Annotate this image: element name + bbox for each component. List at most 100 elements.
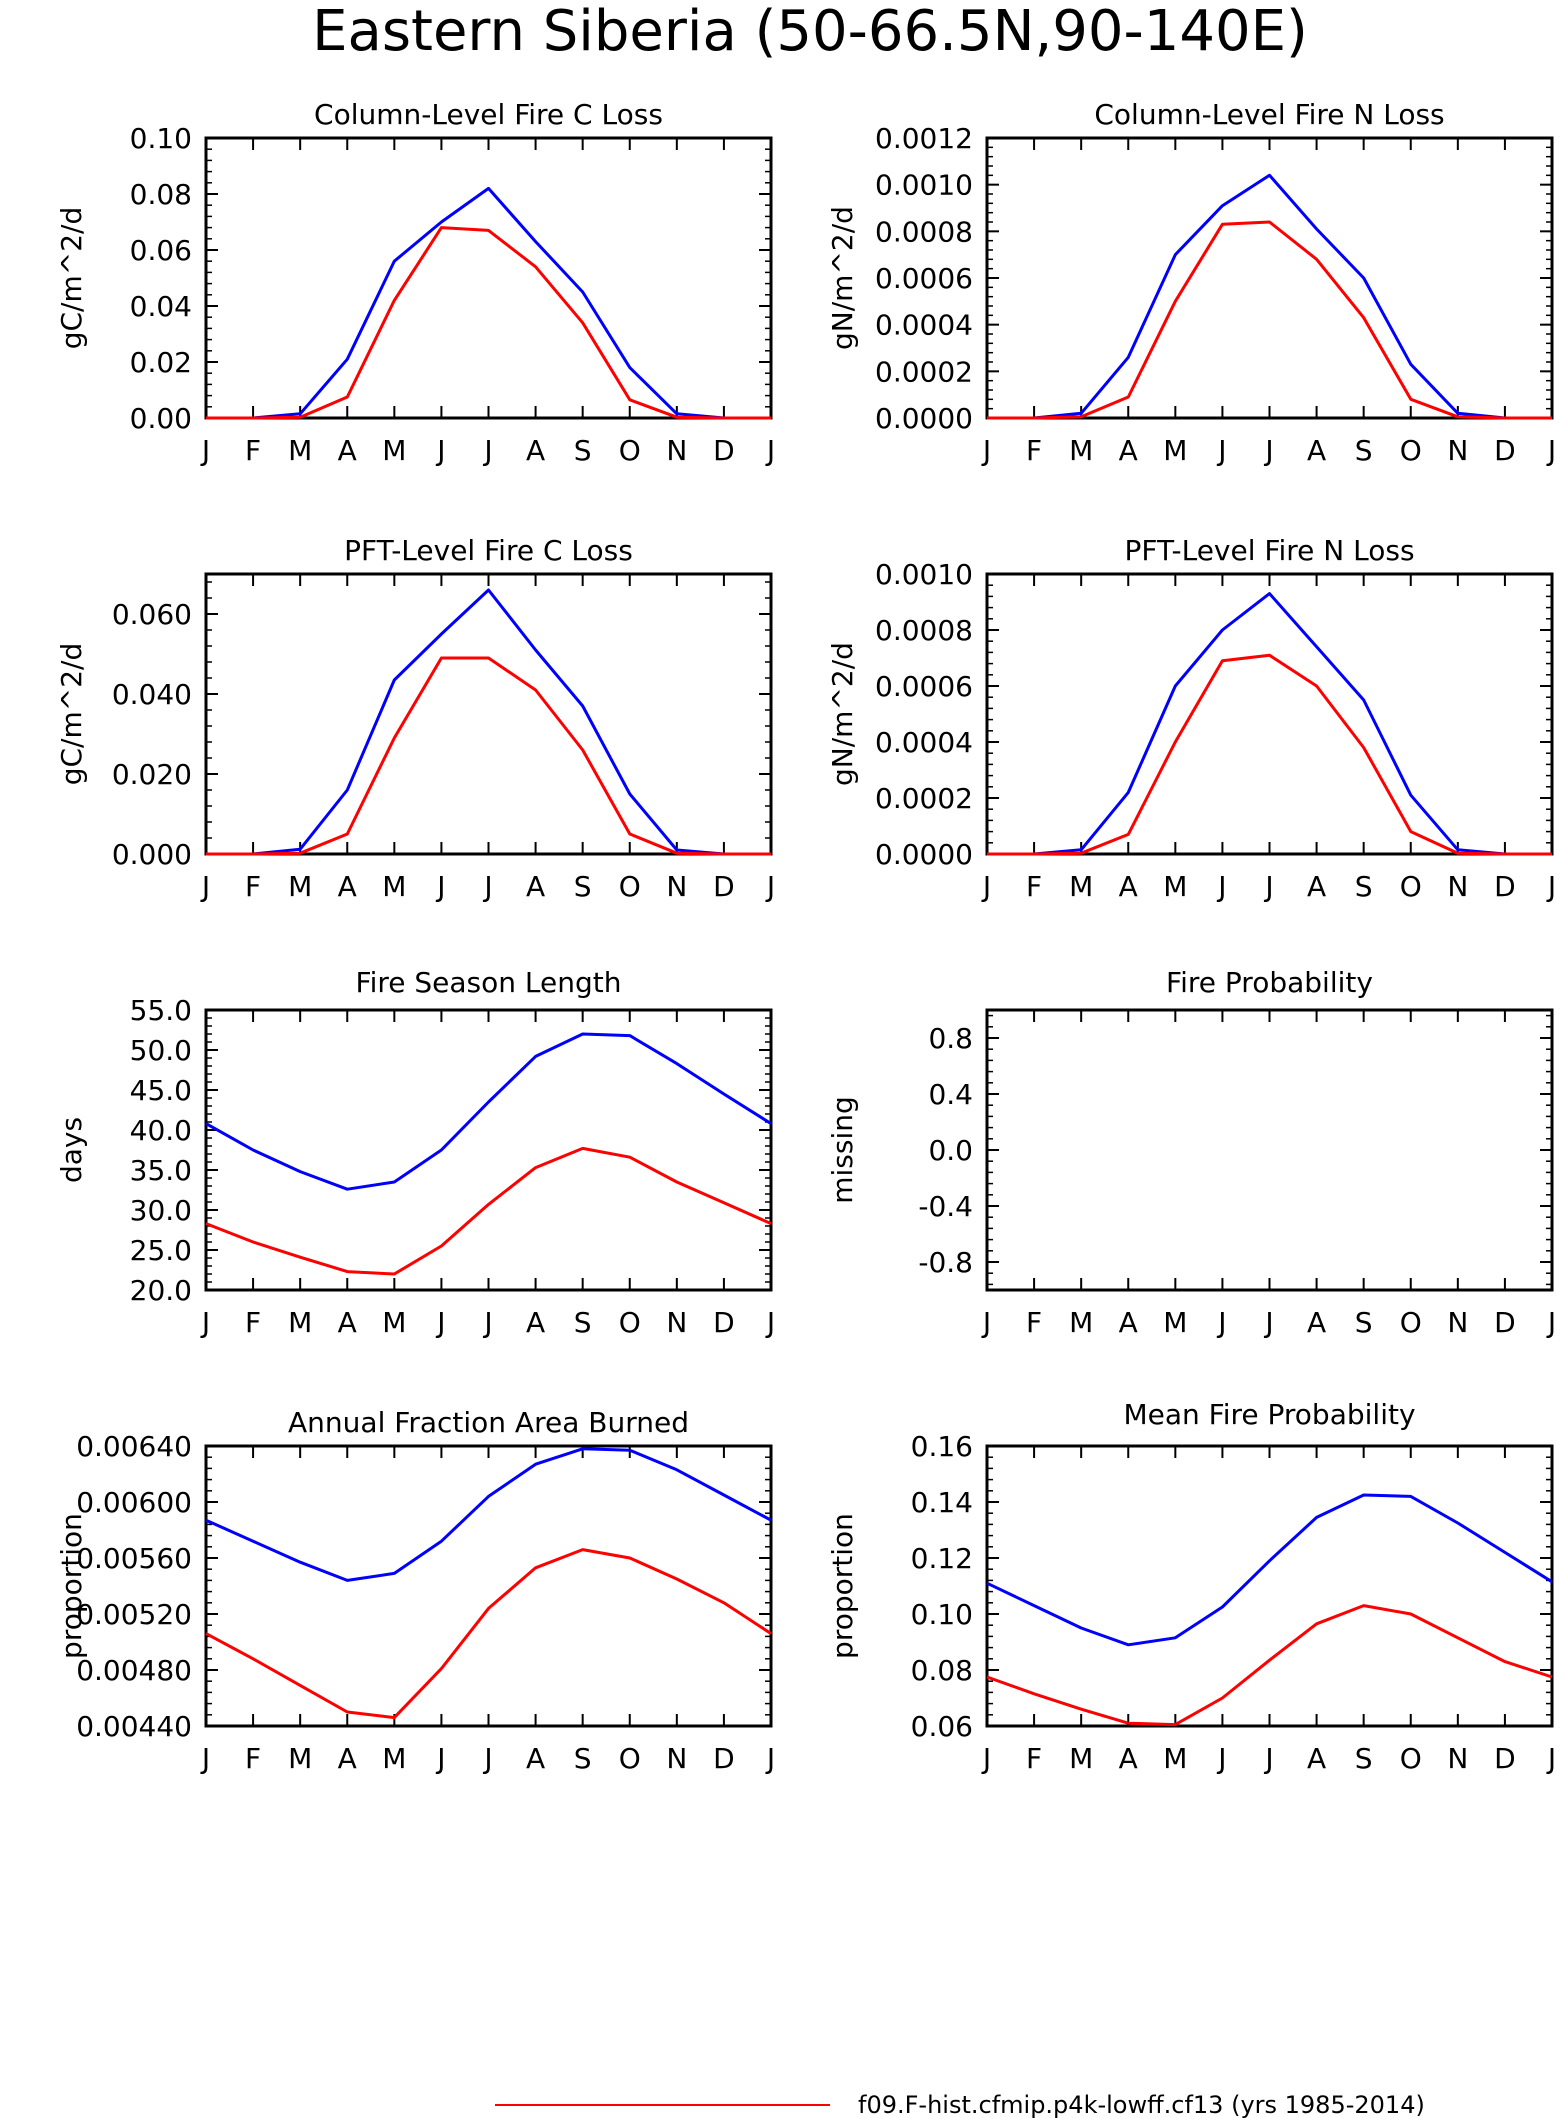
legend-label-case2: f09.F-hist.cfmip.p4k-lowff.cf13 (yrs 198…	[858, 2091, 1425, 2118]
x-tick-label: A	[526, 1742, 545, 1775]
series-line-red	[206, 656, 771, 856]
y-tick-label: 0.0002	[875, 782, 973, 815]
y-axis-label: days	[55, 1117, 88, 1183]
x-tick-label: N	[1447, 434, 1468, 467]
x-tick-label: A	[1307, 870, 1326, 903]
x-tick-label: D	[1494, 870, 1516, 903]
panel-title: PFT-Level Fire C Loss	[344, 534, 633, 567]
x-tick-label: J	[1263, 1306, 1273, 1339]
x-tick-label: N	[666, 434, 687, 467]
y-tick-label: 0.02	[130, 346, 192, 379]
y-tick-label: -0.4	[918, 1190, 973, 1223]
y-tick-label: 0.06	[911, 1710, 973, 1743]
x-tick-label: J	[482, 1306, 492, 1339]
y-tick-label: 40.0	[130, 1114, 192, 1147]
x-tick-label: S	[1355, 1742, 1373, 1775]
y-tick-label: 45.0	[130, 1074, 192, 1107]
y-tick-label: 55.0	[130, 994, 192, 1027]
x-tick-label: F	[1026, 434, 1042, 467]
y-tick-label: 0.0008	[875, 215, 973, 248]
x-tick-label: A	[526, 434, 545, 467]
x-tick-label: D	[713, 1306, 735, 1339]
y-tick-label: 25.0	[130, 1234, 192, 1267]
x-tick-label: J	[200, 434, 210, 467]
x-tick-label: N	[666, 1742, 687, 1775]
x-tick-label: S	[1355, 1306, 1373, 1339]
plot-frame	[985, 572, 1554, 856]
y-tick-label: 0.0010	[875, 169, 973, 202]
y-axis-label: gC/m^2/d	[55, 207, 88, 350]
x-tick-label: N	[1447, 1742, 1468, 1775]
x-tick-label: J	[765, 870, 775, 903]
x-tick-label: J	[435, 1306, 445, 1339]
x-tick-label: D	[713, 434, 735, 467]
x-tick-label: S	[574, 870, 592, 903]
x-tick-label: M	[1163, 434, 1187, 467]
x-tick-label: J	[435, 434, 445, 467]
plot-frame	[985, 136, 1554, 420]
y-tick-label: 0.8	[928, 1022, 973, 1055]
x-tick-label: J	[200, 1742, 210, 1775]
x-tick-label: M	[1069, 870, 1093, 903]
x-tick-label: J	[482, 870, 492, 903]
x-tick-label: M	[382, 870, 406, 903]
y-tick-label: 0.10	[130, 122, 192, 155]
x-tick-label: J	[981, 870, 991, 903]
x-tick-label: J	[765, 434, 775, 467]
y-tick-label: 0.0004	[875, 726, 973, 759]
plot-frame	[204, 136, 773, 420]
y-tick-label: 0.040	[112, 678, 192, 711]
x-tick-label: N	[666, 1306, 687, 1339]
series-line-blue	[987, 592, 1552, 856]
x-tick-label: A	[338, 1306, 357, 1339]
x-tick-label: M	[288, 434, 312, 467]
series-line-red	[206, 226, 771, 420]
panel-title: PFT-Level Fire N Loss	[1124, 534, 1414, 567]
plot-frame	[204, 1008, 773, 1292]
y-tick-label: 0.0006	[875, 670, 973, 703]
x-tick-label: J	[765, 1306, 775, 1339]
series-line-blue	[205, 1032, 772, 1191]
x-tick-label: O	[619, 870, 641, 903]
y-tick-label: 0.0002	[875, 355, 973, 388]
x-tick-label: A	[1307, 1306, 1326, 1339]
x-tick-label: J	[765, 1742, 775, 1775]
panel-title: Column-Level Fire N Loss	[1094, 98, 1444, 131]
figure-title: Eastern Siberia (50-66.5N,90-140E)	[312, 0, 1308, 64]
x-tick-label: J	[1216, 434, 1226, 467]
x-tick-label: J	[435, 870, 445, 903]
series-line-red	[987, 220, 1552, 420]
x-tick-label: J	[1216, 870, 1226, 903]
x-tick-label: A	[1307, 434, 1326, 467]
x-tick-label: J	[1546, 1306, 1556, 1339]
y-axis-label: proportion	[55, 1513, 88, 1659]
panel-title: Mean Fire Probability	[1123, 1398, 1415, 1431]
x-tick-label: M	[1069, 1742, 1093, 1775]
x-tick-label: F	[1026, 870, 1042, 903]
x-tick-label: J	[1216, 1742, 1226, 1775]
x-tick-label: A	[338, 434, 357, 467]
x-tick-label: M	[288, 870, 312, 903]
series-line-red	[986, 1604, 1553, 1727]
x-tick-label: M	[382, 1306, 406, 1339]
x-tick-label: O	[1400, 434, 1422, 467]
plot-frame	[985, 1008, 1554, 1292]
y-tick-label: 0.000	[112, 838, 192, 871]
x-tick-label: F	[245, 1742, 261, 1775]
x-tick-label: A	[1119, 434, 1138, 467]
x-tick-label: N	[666, 870, 687, 903]
x-tick-label: F	[245, 870, 261, 903]
y-tick-label: 0.00560	[76, 1542, 192, 1575]
y-axis-label: missing	[826, 1096, 859, 1204]
x-tick-label: M	[1163, 870, 1187, 903]
y-axis-label: gC/m^2/d	[55, 643, 88, 786]
y-tick-label: 0.0000	[875, 402, 973, 435]
x-tick-label: J	[1263, 870, 1273, 903]
x-tick-label: M	[288, 1742, 312, 1775]
series-line-red	[987, 653, 1552, 856]
x-tick-label: M	[1163, 1306, 1187, 1339]
